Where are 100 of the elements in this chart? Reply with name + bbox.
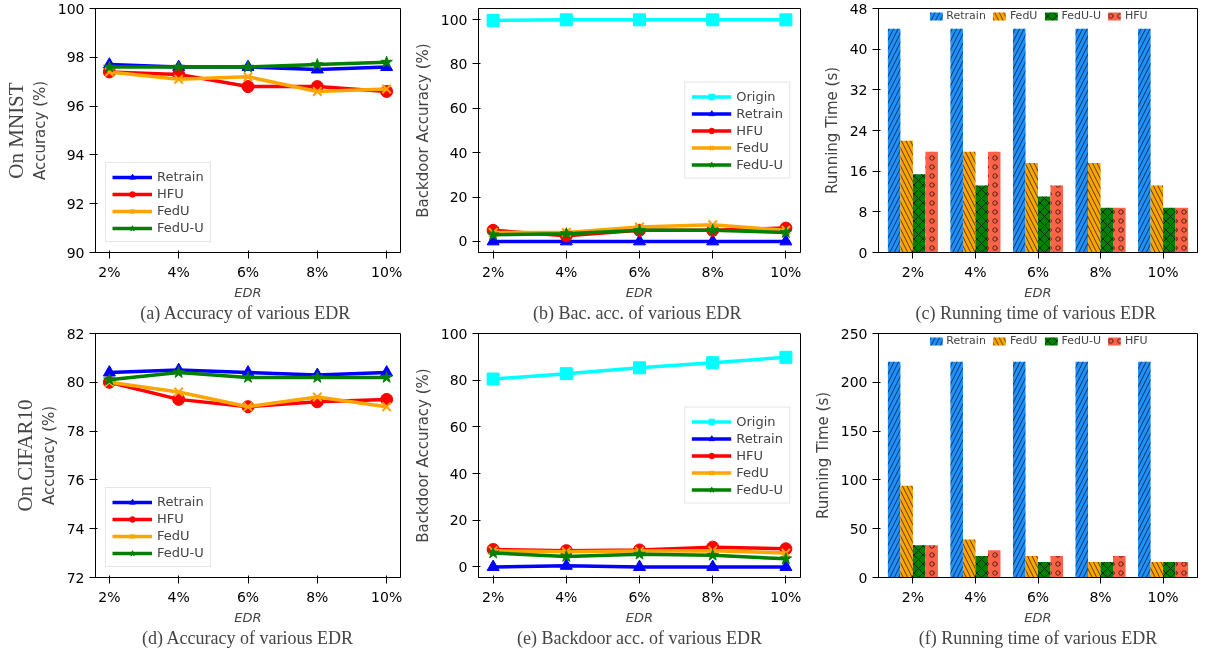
y-tick-label: 24 <box>849 122 868 139</box>
x-axis-title: EDR <box>625 284 654 300</box>
x-tick-label: 10% <box>770 263 802 280</box>
x-tick-label: 6% <box>628 263 651 280</box>
y-tick-label: 80 <box>449 372 468 389</box>
x-tick-label: 6% <box>628 588 651 605</box>
y-tick-label: 16 <box>849 163 868 180</box>
legend-label: FedU <box>157 528 190 543</box>
x-tick-label: 6% <box>236 263 260 280</box>
legend-label: HFU <box>736 122 764 138</box>
y-tick-label: 100 <box>440 11 468 28</box>
y-tick-label: 200 <box>840 374 868 391</box>
text: (f) Running time of various EDR <box>918 627 1158 649</box>
text: (a) Accuracy of various EDR <box>140 302 351 324</box>
y-tick-label: 72 <box>66 569 85 586</box>
x-tick-label: 4% <box>167 588 190 605</box>
x-tick-label: 4% <box>555 588 578 605</box>
legend-label: Retrain <box>157 169 204 184</box>
x-tick-label: 2% <box>98 263 121 280</box>
legend-label: HFU <box>1124 9 1148 22</box>
x-tick-label: 2% <box>482 263 505 280</box>
legend-label: FedU <box>736 464 769 480</box>
x-axis-title: EDR <box>1024 609 1052 625</box>
x-tick-label: 8% <box>1089 588 1112 605</box>
y-tick-label: 82 <box>66 325 85 342</box>
y-tick-label: 8 <box>858 203 868 220</box>
legend-label: Retrain <box>946 334 986 347</box>
y-tick-label: 94 <box>66 146 85 163</box>
y-tick-label: 150 <box>840 423 868 440</box>
x-axis-title: EDR <box>234 609 262 625</box>
x-tick-label: 6% <box>1026 588 1050 605</box>
y-tick-label: 78 <box>66 423 85 440</box>
legend-label: FedU-U <box>1061 9 1101 22</box>
y-tick-label: 48 <box>849 0 868 17</box>
legend-label: Retrain <box>736 105 783 121</box>
y-tick-label: 80 <box>449 55 468 72</box>
y-axis-title: Running Time (s) <box>822 66 841 195</box>
legend-label: Origin <box>736 88 776 104</box>
y-tick-label: 90 <box>66 244 85 261</box>
legend-label: FedU <box>1009 334 1038 347</box>
x-tick-label: 4% <box>964 588 987 605</box>
legend-label: Origin <box>736 413 776 429</box>
y-axis-title: Backdoor Accuracy (%) <box>413 43 432 218</box>
y-tick-label: 0 <box>858 244 868 261</box>
x-tick-label: 4% <box>555 263 578 280</box>
legend-label: Retrain <box>736 430 783 446</box>
text: (c) Running time of various EDR <box>915 302 1156 324</box>
y-tick-label: 60 <box>449 100 468 117</box>
y-tick-label: 50 <box>849 520 868 537</box>
x-tick-label: 2% <box>482 588 505 605</box>
y-axis-title: Backdoor Accuracy (%) <box>413 368 432 543</box>
y-tick-label: 92 <box>66 195 85 212</box>
y-tick-label: 40 <box>849 41 868 58</box>
y-tick-label: 80 <box>66 374 85 391</box>
y-tick-label: 100 <box>440 325 468 342</box>
y-tick-label: 96 <box>66 98 85 115</box>
y-tick-label: 32 <box>849 81 868 98</box>
y-tick-label: 74 <box>66 520 85 537</box>
text: On MNIST <box>3 82 28 179</box>
legend-label: FedU-U <box>157 220 204 235</box>
y-tick-label: 250 <box>840 325 868 342</box>
y-tick-label: 100 <box>57 0 85 17</box>
legend-label: Retrain <box>157 494 204 509</box>
y-tick-label: 0 <box>458 558 468 575</box>
legend-label: FedU <box>1009 9 1038 22</box>
x-tick-label: 10% <box>371 263 403 280</box>
text: (e) Backdoor acc. of various EDR <box>517 627 762 649</box>
x-tick-label: 8% <box>306 588 329 605</box>
x-tick-label: 10% <box>1147 263 1179 280</box>
y-tick-label: 98 <box>66 49 85 66</box>
y-axis-title: Running Time (s) <box>813 391 832 520</box>
legend-label: FedU-U <box>736 481 783 497</box>
y-tick-label: 60 <box>449 418 468 435</box>
y-tick-label: 40 <box>449 144 468 161</box>
x-axis-title: EDR <box>234 284 262 300</box>
x-tick-label: 10% <box>1147 588 1179 605</box>
y-tick-label: 0 <box>858 569 868 586</box>
legend-label: FedU <box>736 139 769 155</box>
x-tick-label: 8% <box>701 588 724 605</box>
legend-label: FedU-U <box>1061 334 1101 347</box>
y-tick-label: 20 <box>449 189 468 206</box>
x-axis-title: EDR <box>625 609 654 625</box>
legend-label: HFU <box>1124 334 1148 347</box>
legend-label: HFU <box>157 511 184 526</box>
y-tick-label: 76 <box>66 471 85 488</box>
x-tick-label: 6% <box>236 588 260 605</box>
text: (d) Accuracy of various EDR <box>142 627 353 649</box>
y-tick-label: 0 <box>458 233 468 250</box>
legend-label: FedU-U <box>157 545 204 560</box>
text: On CIFAR10 <box>12 399 37 512</box>
x-tick-label: 8% <box>1089 263 1112 280</box>
x-tick-label: 8% <box>701 263 724 280</box>
x-tick-label: 4% <box>964 263 987 280</box>
x-tick-label: 8% <box>306 263 329 280</box>
y-axis-title: Accuracy (%) <box>39 405 58 506</box>
x-tick-label: 10% <box>770 588 802 605</box>
x-axis-title: EDR <box>1024 284 1052 300</box>
text: (b) Bac. acc. of various EDR <box>533 302 742 324</box>
legend-label: HFU <box>157 186 184 201</box>
x-tick-label: 2% <box>901 263 925 280</box>
